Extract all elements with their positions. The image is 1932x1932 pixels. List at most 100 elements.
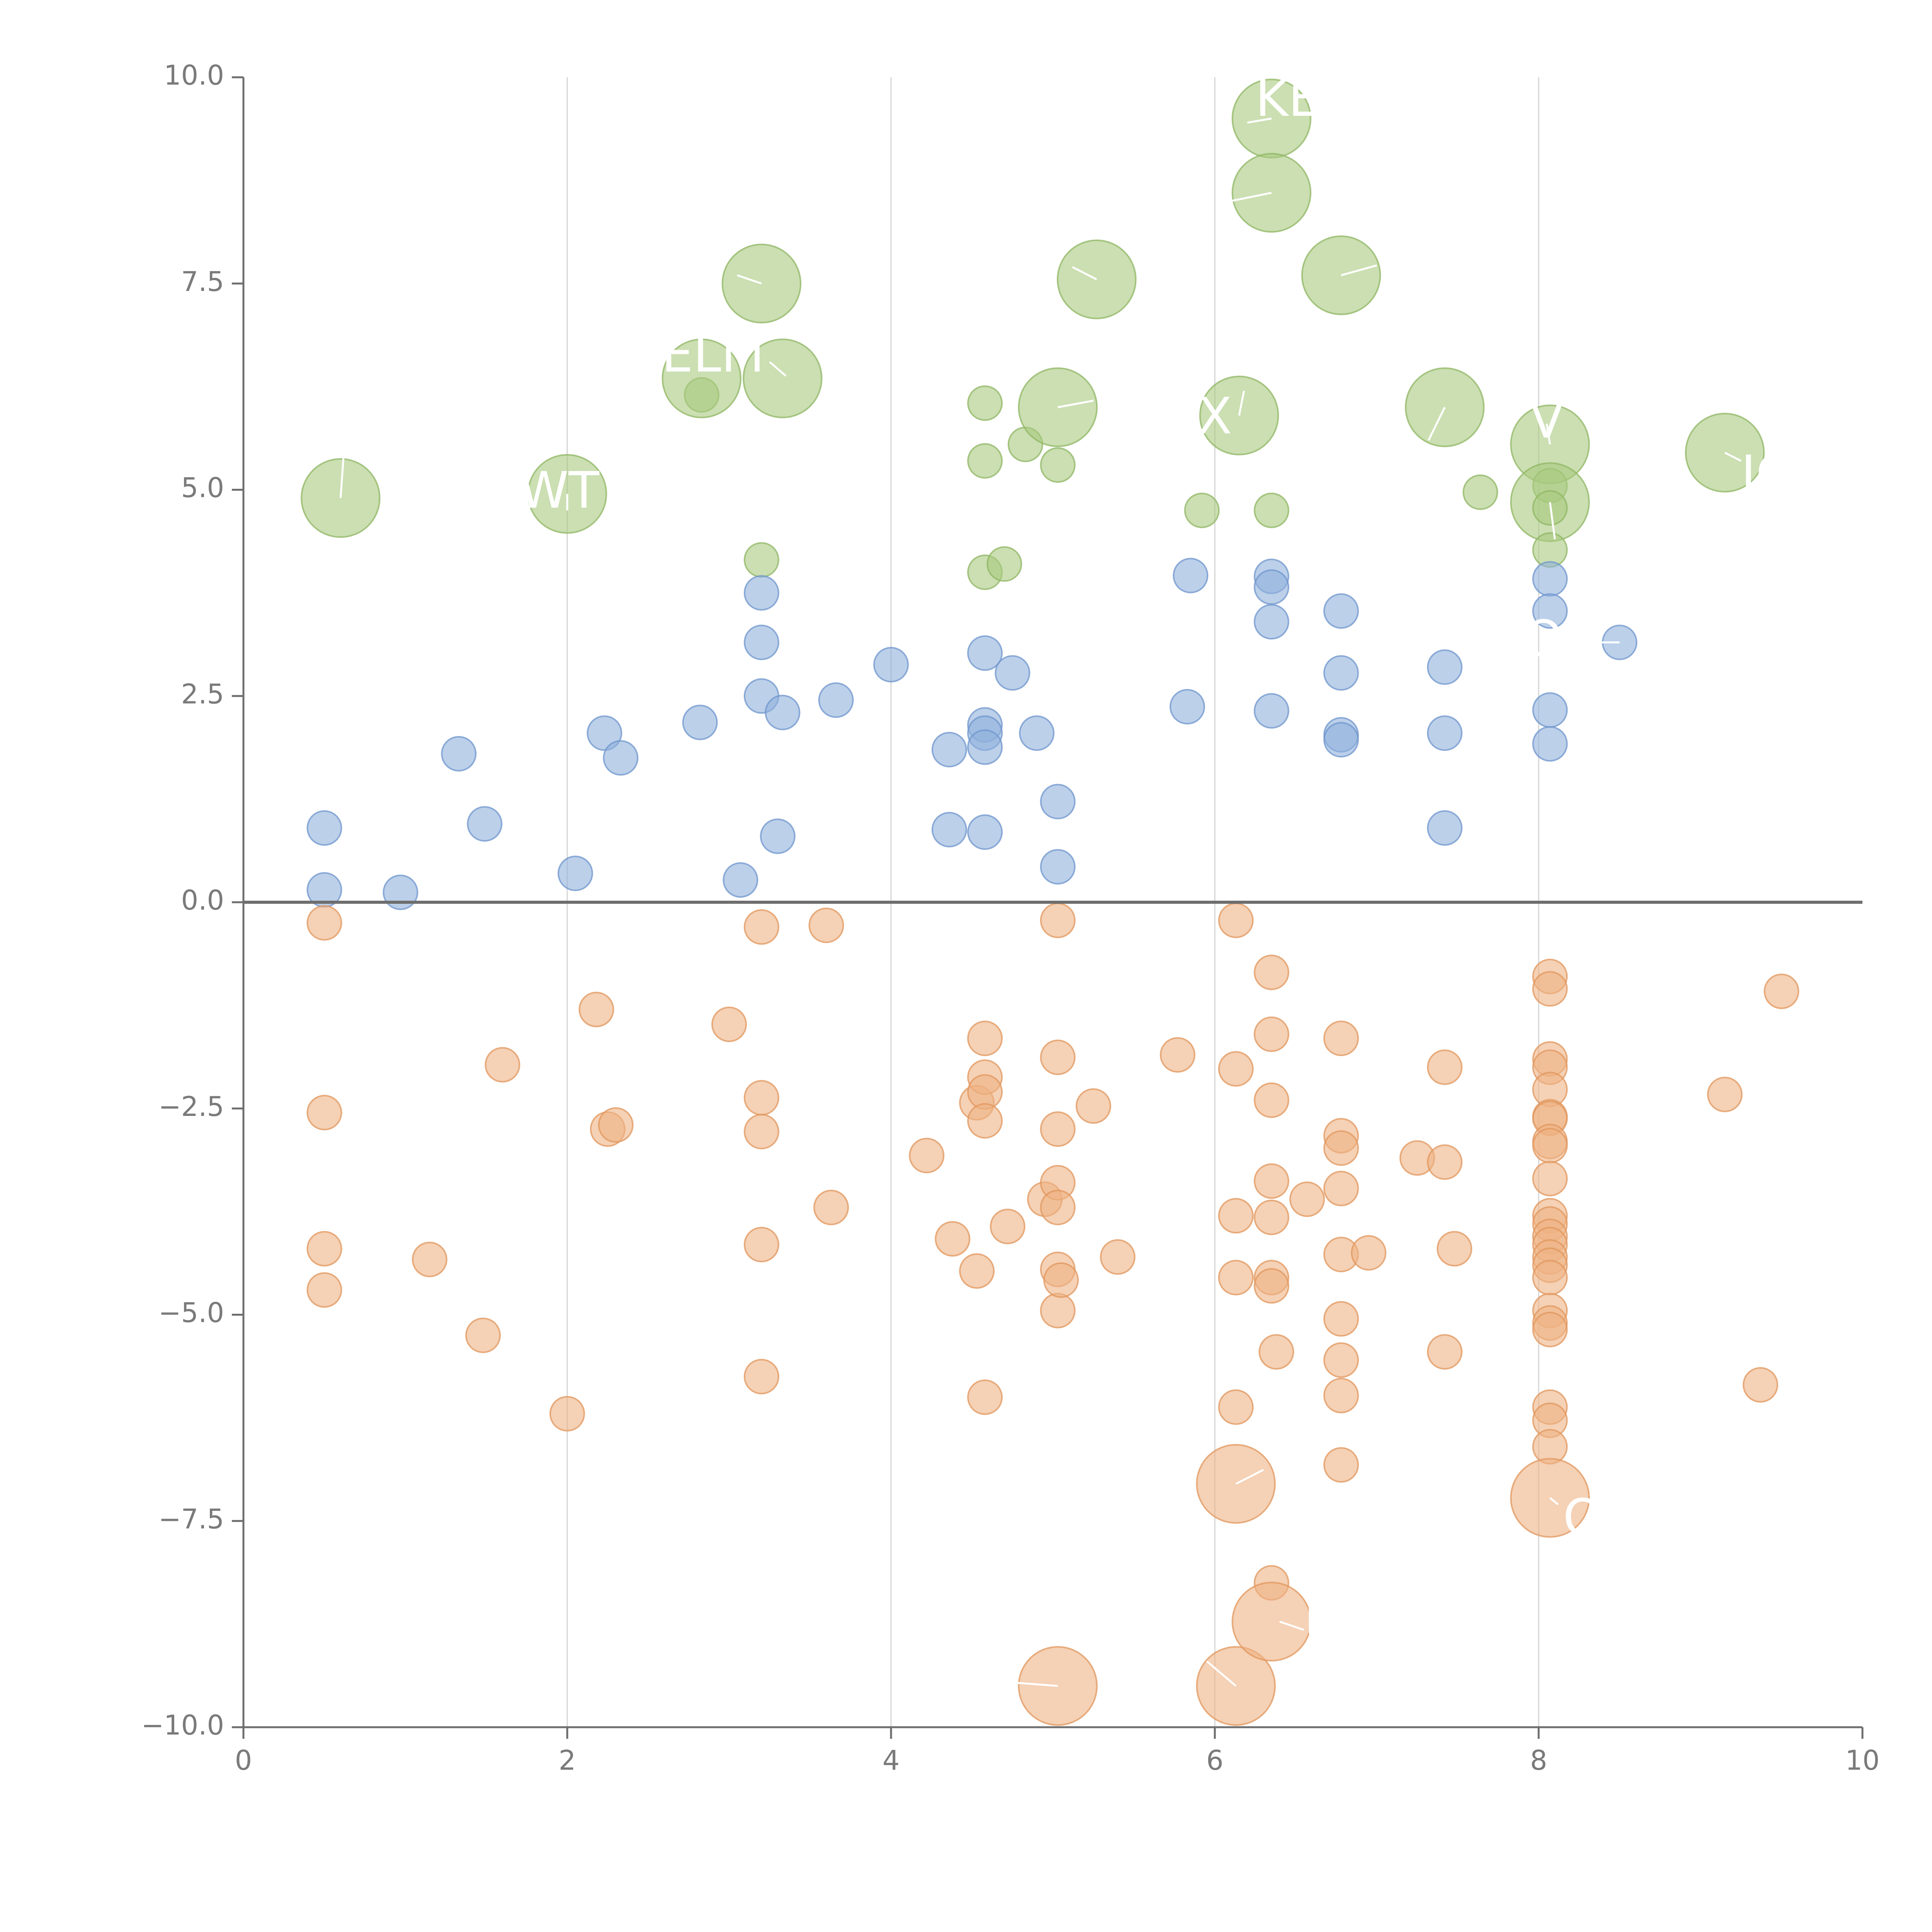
data-point-orange xyxy=(306,1095,342,1131)
y-tick-label: −7.5 xyxy=(158,1503,224,1535)
data-point-orange xyxy=(1427,1049,1463,1085)
data-point-orange xyxy=(465,1317,501,1353)
data-point-blue xyxy=(1323,593,1359,629)
annotation-label: V xyxy=(1529,391,1564,449)
data-point-blue xyxy=(1040,784,1076,820)
data-point-blue xyxy=(1532,561,1568,597)
x-tick-label: 0 xyxy=(235,1745,252,1776)
data-point-orange xyxy=(1040,1189,1076,1225)
y-tick-label: −10.0 xyxy=(141,1709,224,1741)
data-point-blue xyxy=(967,729,1003,765)
data-point-orange xyxy=(959,1253,995,1289)
data-point-orange xyxy=(1532,1161,1568,1197)
data-point-orange xyxy=(1231,1582,1311,1662)
data-point-green xyxy=(743,338,823,418)
annotation-leader xyxy=(1549,1497,1559,1505)
annotation-leader xyxy=(1546,423,1551,445)
data-point-orange xyxy=(1043,1262,1079,1298)
data-point-orange xyxy=(1323,1170,1359,1206)
data-point-blue xyxy=(1323,722,1359,758)
data-point-orange xyxy=(1532,1260,1568,1296)
data-point-blue xyxy=(931,812,967,848)
data-point-orange xyxy=(1218,1389,1254,1425)
data-point-blue xyxy=(723,862,759,898)
annotation-leader xyxy=(1427,406,1446,441)
data-point-orange xyxy=(1323,1130,1359,1166)
data-point-orange xyxy=(1253,954,1289,990)
y-tick-label: 0.0 xyxy=(181,884,224,916)
annotation-leader xyxy=(1279,1621,1304,1631)
data-point-orange xyxy=(1253,1082,1289,1118)
data-point-orange xyxy=(1323,1447,1359,1483)
data-point-blue xyxy=(743,575,779,611)
y-tick-label: 5.0 xyxy=(181,472,224,504)
data-point-orange xyxy=(1323,1020,1359,1056)
data-point-blue xyxy=(765,694,801,730)
data-point-blue xyxy=(557,855,593,891)
data-point-orange xyxy=(935,1221,971,1257)
x-tick-label: 10 xyxy=(1845,1745,1879,1776)
data-point-blue xyxy=(931,732,967,768)
data-point-blue xyxy=(1427,810,1463,846)
data-point-orange xyxy=(743,1080,779,1116)
annotation-leader xyxy=(1072,266,1097,281)
data-point-green xyxy=(1463,474,1498,510)
data-point-blue xyxy=(306,810,342,846)
data-point-blue xyxy=(1532,692,1568,728)
data-point-orange xyxy=(1253,1163,1289,1199)
annotation-leader xyxy=(769,361,787,377)
data-point-orange xyxy=(711,1006,747,1042)
data-point-orange xyxy=(1532,1128,1568,1163)
annotation-leader xyxy=(1058,400,1094,408)
data-point-orange xyxy=(306,905,342,941)
annotation-leader xyxy=(1238,390,1245,416)
annotation-leader xyxy=(1004,1681,1058,1687)
y-tick-label: −5.0 xyxy=(158,1297,224,1329)
data-point-orange xyxy=(578,992,614,1027)
data-point-blue xyxy=(603,740,639,776)
data-point-green xyxy=(743,542,779,578)
annotations-layer: KE ELM WT X V IC O O I Y xyxy=(339,69,1791,1687)
data-point-orange xyxy=(1040,902,1076,938)
data-point-orange xyxy=(1040,1039,1076,1075)
data-point-green xyxy=(662,338,742,418)
y-tick-label: 7.5 xyxy=(181,266,224,298)
data-point-orange xyxy=(743,1114,779,1150)
annotation-label: Y xyxy=(1377,1389,1408,1448)
data-point-orange xyxy=(1218,902,1254,938)
data-point-green xyxy=(301,458,381,538)
data-point-orange xyxy=(306,1272,342,1308)
data-point-green xyxy=(1253,492,1289,528)
data-point-blue xyxy=(1253,604,1289,640)
data-point-orange xyxy=(1218,1198,1254,1234)
data-point-green xyxy=(986,546,1022,582)
data-point-orange xyxy=(743,1227,779,1263)
data-point-blue xyxy=(682,704,718,740)
annotation-label: WT xyxy=(519,461,600,520)
annotation-leader xyxy=(1724,452,1742,462)
x-tick-label: 2 xyxy=(559,1745,576,1776)
data-point-orange xyxy=(1427,1144,1463,1180)
data-point-orange xyxy=(1259,1334,1294,1370)
data-point-blue xyxy=(1427,649,1463,685)
data-point-orange xyxy=(1218,1051,1254,1087)
points-layer xyxy=(301,78,1799,1726)
data-point-blue xyxy=(873,647,909,683)
data-point-orange xyxy=(1040,1293,1076,1328)
data-point-orange xyxy=(813,1189,849,1225)
annotation-label: I xyxy=(1304,1587,1318,1646)
data-point-orange xyxy=(485,1047,520,1083)
axes-layer: 10.0 7.5 5.0 2.5 0.0 −2.5 −5.0 −7.5 −10.0 0 2 4 6 8 10 xyxy=(141,60,1879,1776)
annotation-leader xyxy=(1206,1660,1237,1687)
data-point-green xyxy=(1184,492,1220,528)
data-point-orange xyxy=(1707,1077,1743,1112)
data-point-green xyxy=(967,385,1003,421)
y-tick-label: 10.0 xyxy=(164,60,224,91)
data-point-orange xyxy=(1323,1378,1359,1413)
data-point-orange xyxy=(967,1379,1003,1415)
data-point-orange xyxy=(1743,1367,1779,1403)
data-point-orange xyxy=(1253,1016,1289,1052)
x-tick-label: 4 xyxy=(883,1745,900,1776)
data-point-orange xyxy=(1323,1301,1359,1337)
